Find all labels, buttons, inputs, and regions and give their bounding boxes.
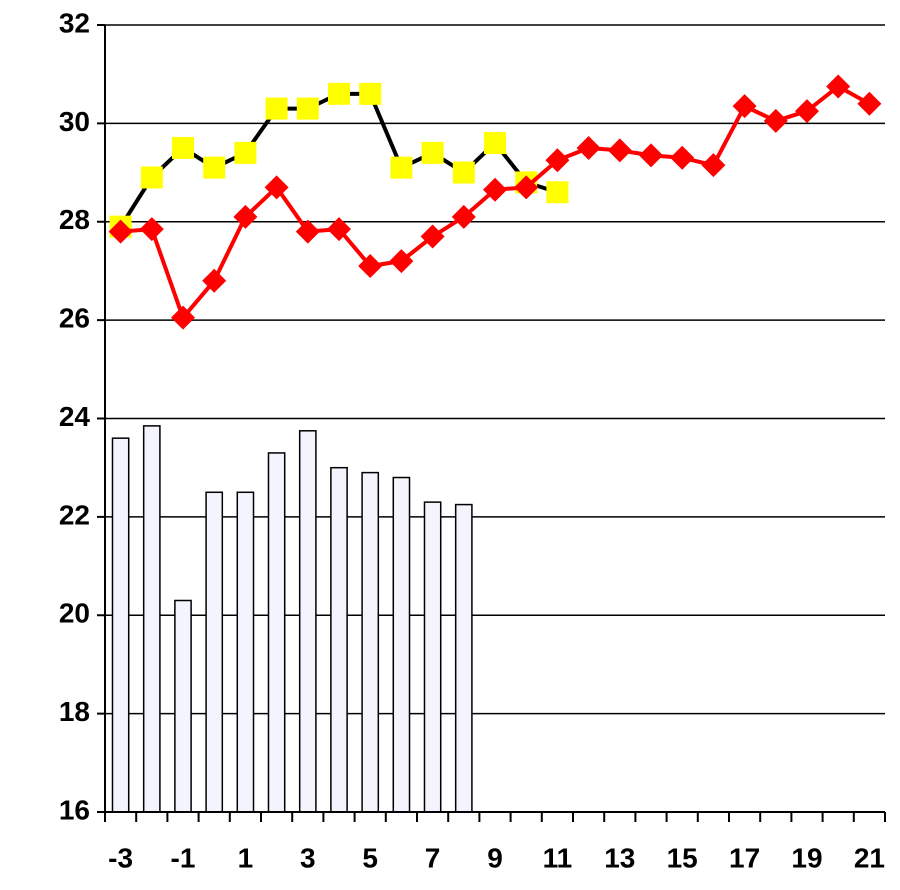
bar (205, 491, 224, 813)
marker (233, 204, 258, 229)
x-tick-label: 21 (854, 842, 885, 873)
bar (111, 437, 130, 813)
bar (298, 430, 317, 813)
bar (361, 471, 380, 813)
marker (295, 219, 320, 244)
marker (452, 161, 475, 184)
bar (423, 501, 442, 813)
bar (174, 599, 192, 813)
bar (454, 503, 473, 813)
marker (389, 249, 414, 274)
marker (763, 108, 788, 133)
x-tick-label: 17 (729, 842, 760, 873)
y-tick-label: 22 (59, 499, 90, 530)
marker (701, 153, 726, 178)
marker (514, 175, 539, 200)
x-tick-label: 13 (604, 842, 635, 873)
bar (236, 491, 255, 813)
marker (607, 138, 632, 163)
marker (576, 135, 601, 160)
y-tick-label: 32 (59, 7, 90, 38)
marker (203, 156, 226, 179)
marker (639, 143, 663, 168)
x-tick-label: 19 (791, 842, 822, 873)
marker (451, 204, 476, 229)
marker (795, 99, 819, 124)
y-tick-label: 28 (59, 204, 90, 235)
x-tick-label: 11 (543, 842, 573, 873)
bar (267, 452, 286, 813)
y-tick-label: 26 (59, 303, 90, 334)
marker (420, 224, 445, 249)
marker (171, 305, 195, 330)
x-tick-label: 1 (238, 842, 254, 873)
bar (142, 425, 161, 813)
y-tick-label: 24 (59, 401, 91, 432)
marker (172, 136, 194, 159)
x-tick-label: 9 (487, 842, 503, 873)
marker (327, 217, 351, 242)
marker (328, 82, 350, 105)
marker (546, 181, 569, 204)
bar (392, 476, 411, 813)
x-tick-label: 7 (425, 842, 441, 873)
marker (421, 141, 444, 164)
marker (732, 94, 757, 119)
y-tick-label: 30 (59, 106, 90, 137)
marker (264, 175, 289, 200)
marker (484, 132, 506, 155)
line (118, 91, 559, 228)
marker (296, 97, 319, 120)
marker (483, 177, 507, 202)
bar (330, 466, 348, 813)
marker (358, 254, 383, 279)
marker (390, 156, 413, 179)
y-tick-label: 20 (59, 598, 90, 629)
marker (139, 217, 164, 242)
marker (234, 141, 257, 164)
marker (670, 145, 695, 170)
y-tick-label: 18 (59, 696, 90, 727)
marker (359, 82, 382, 105)
marker (202, 268, 227, 293)
marker (857, 91, 882, 116)
marker (108, 219, 133, 244)
y-tick-label: 16 (59, 794, 90, 825)
x-tick-label: 15 (667, 842, 698, 873)
x-tick-label: 3 (300, 842, 316, 873)
marker (265, 97, 288, 120)
marker (545, 148, 570, 173)
x-tick-label: 5 (362, 842, 378, 873)
x-tick-label: -1 (171, 842, 196, 873)
x-tick-label: -3 (108, 842, 133, 873)
marker (140, 166, 163, 189)
line (120, 84, 871, 320)
marker (826, 74, 851, 99)
